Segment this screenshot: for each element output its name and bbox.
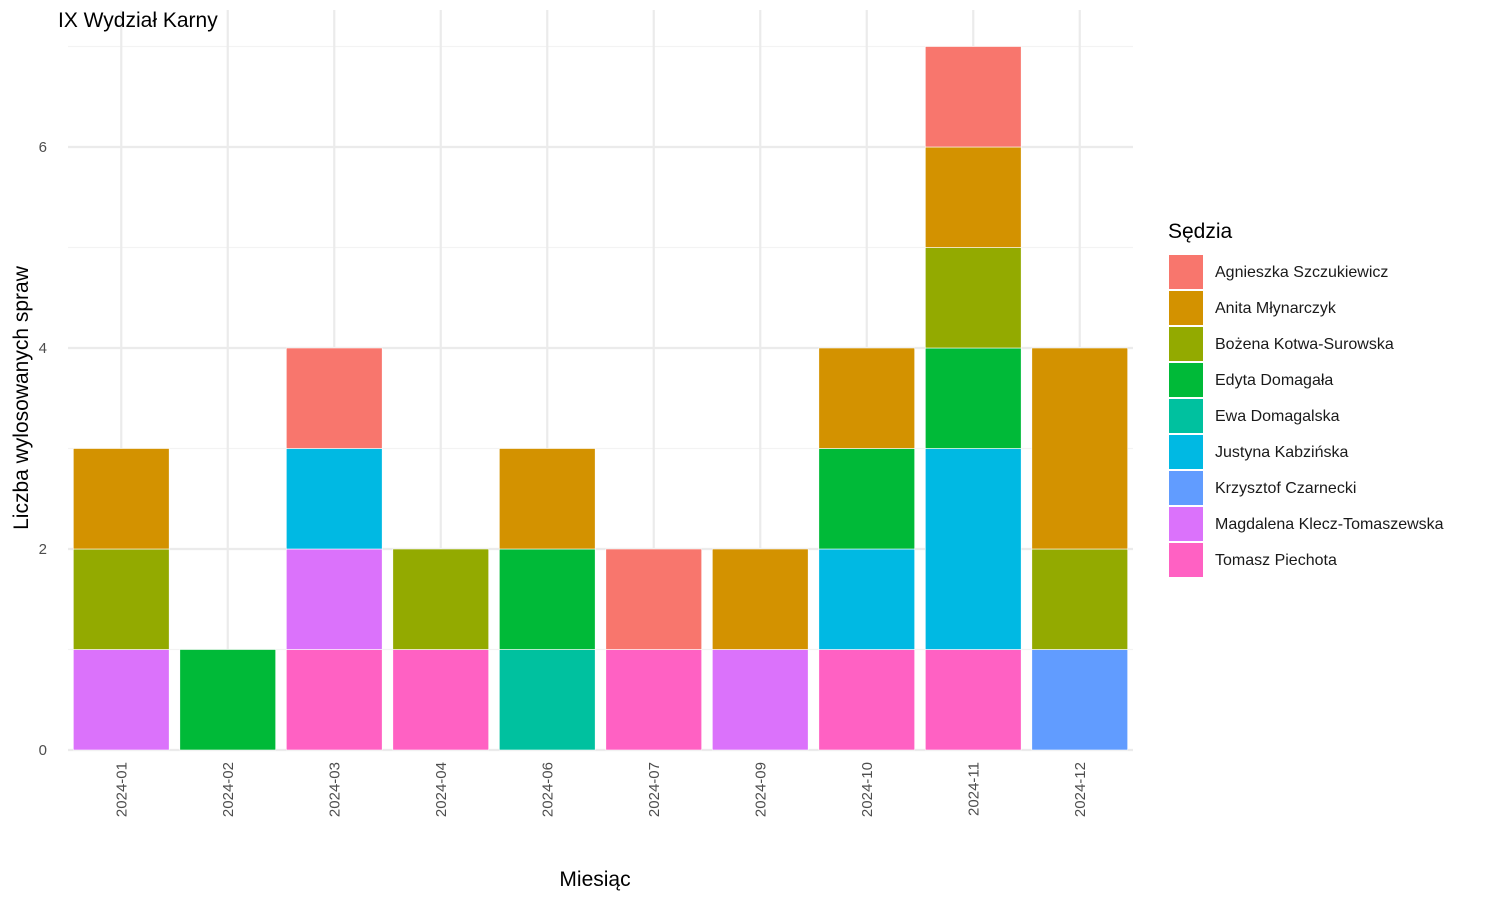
bar-segment	[73, 448, 170, 550]
legend-key	[1169, 327, 1203, 361]
bar-segment	[179, 649, 276, 751]
y-tick-label: 4	[39, 340, 47, 357]
bar-segment	[286, 649, 383, 751]
x-axis-title: Miesiąc	[559, 868, 630, 891]
y-tick-label: 6	[39, 139, 47, 156]
bar-segment	[73, 548, 170, 650]
legend-key	[1169, 291, 1203, 325]
x-tick-label: 2024-10	[859, 762, 876, 817]
legend-label: Anita Młynarczyk	[1215, 300, 1337, 317]
y-tick-label: 2	[39, 541, 47, 558]
x-tick-label: 2024-07	[646, 762, 663, 817]
legend-key	[1169, 471, 1203, 505]
bar-segment	[1031, 649, 1128, 751]
legend-label: Bożena Kotwa-Surowska	[1215, 336, 1394, 353]
chart-title: IX Wydział Karny	[58, 9, 218, 32]
bar-segment	[499, 448, 596, 550]
legend-key	[1169, 507, 1203, 541]
legend-label: Agnieszka Szczukiewicz	[1215, 264, 1388, 281]
x-tick-label: 2024-06	[539, 762, 556, 817]
axes-layer: 0 2 4 6 2024-01 2024-02 2024-03 2024-04 2024-06 2…	[39, 139, 1089, 817]
bar-segment	[605, 649, 702, 751]
bar-segment	[925, 146, 1022, 248]
y-axis-title: Liczba wylosowanych spraw	[10, 265, 33, 530]
legend-key	[1169, 399, 1203, 433]
bar-segment	[286, 347, 383, 449]
bar-segment	[605, 548, 702, 650]
legend-key	[1169, 435, 1203, 469]
legend-key	[1169, 543, 1203, 577]
bar-segment	[286, 548, 383, 650]
legend-key	[1169, 255, 1203, 289]
bar-segment	[925, 347, 1022, 449]
bar-segment	[286, 448, 383, 550]
legend-title: Sędzia	[1168, 220, 1233, 243]
x-tick-label: 2024-02	[220, 762, 237, 817]
bar-segment	[925, 46, 1022, 148]
bar-segment	[1031, 548, 1128, 650]
bar-segment	[499, 649, 596, 751]
x-tick-label: 2024-04	[433, 762, 450, 817]
legend-label: Justyna Kabzińska	[1215, 444, 1349, 461]
legend-label: Krzysztof Czarnecki	[1215, 480, 1356, 497]
y-tick-label: 0	[39, 742, 47, 759]
x-tick-label: 2024-12	[1072, 762, 1089, 817]
bar-segment	[818, 448, 915, 550]
legend-label: Tomasz Piechota	[1215, 552, 1337, 569]
bar-segment	[392, 548, 489, 650]
x-tick-label: 2024-11	[965, 762, 982, 816]
bar-segment	[712, 649, 809, 751]
bar-segment	[925, 448, 1022, 650]
bar-segment	[925, 649, 1022, 751]
legend-label: Magdalena Klecz-Tomaszewska	[1215, 516, 1444, 533]
legend-key	[1169, 363, 1203, 397]
legend-label: Edyta Domagała	[1215, 372, 1333, 389]
x-tick-label: 2024-01	[113, 762, 130, 817]
bar-segment	[1031, 347, 1128, 550]
bar-segment	[818, 347, 915, 449]
bar-segment	[73, 649, 170, 751]
bar-segment	[392, 649, 489, 751]
bar-segment	[818, 649, 915, 751]
bar-segment	[925, 247, 1022, 349]
x-tick-label: 2024-03	[326, 762, 343, 817]
legend-label: Ewa Domagalska	[1215, 408, 1340, 425]
bar-segment	[499, 548, 596, 650]
legend: Sędzia Agnieszka Szczukiewicz Anita Młyna…	[1168, 220, 1444, 577]
bar-segment	[712, 548, 809, 650]
bars-layer	[73, 46, 1128, 751]
bar-segment	[818, 548, 915, 650]
x-tick-label: 2024-09	[752, 762, 769, 817]
